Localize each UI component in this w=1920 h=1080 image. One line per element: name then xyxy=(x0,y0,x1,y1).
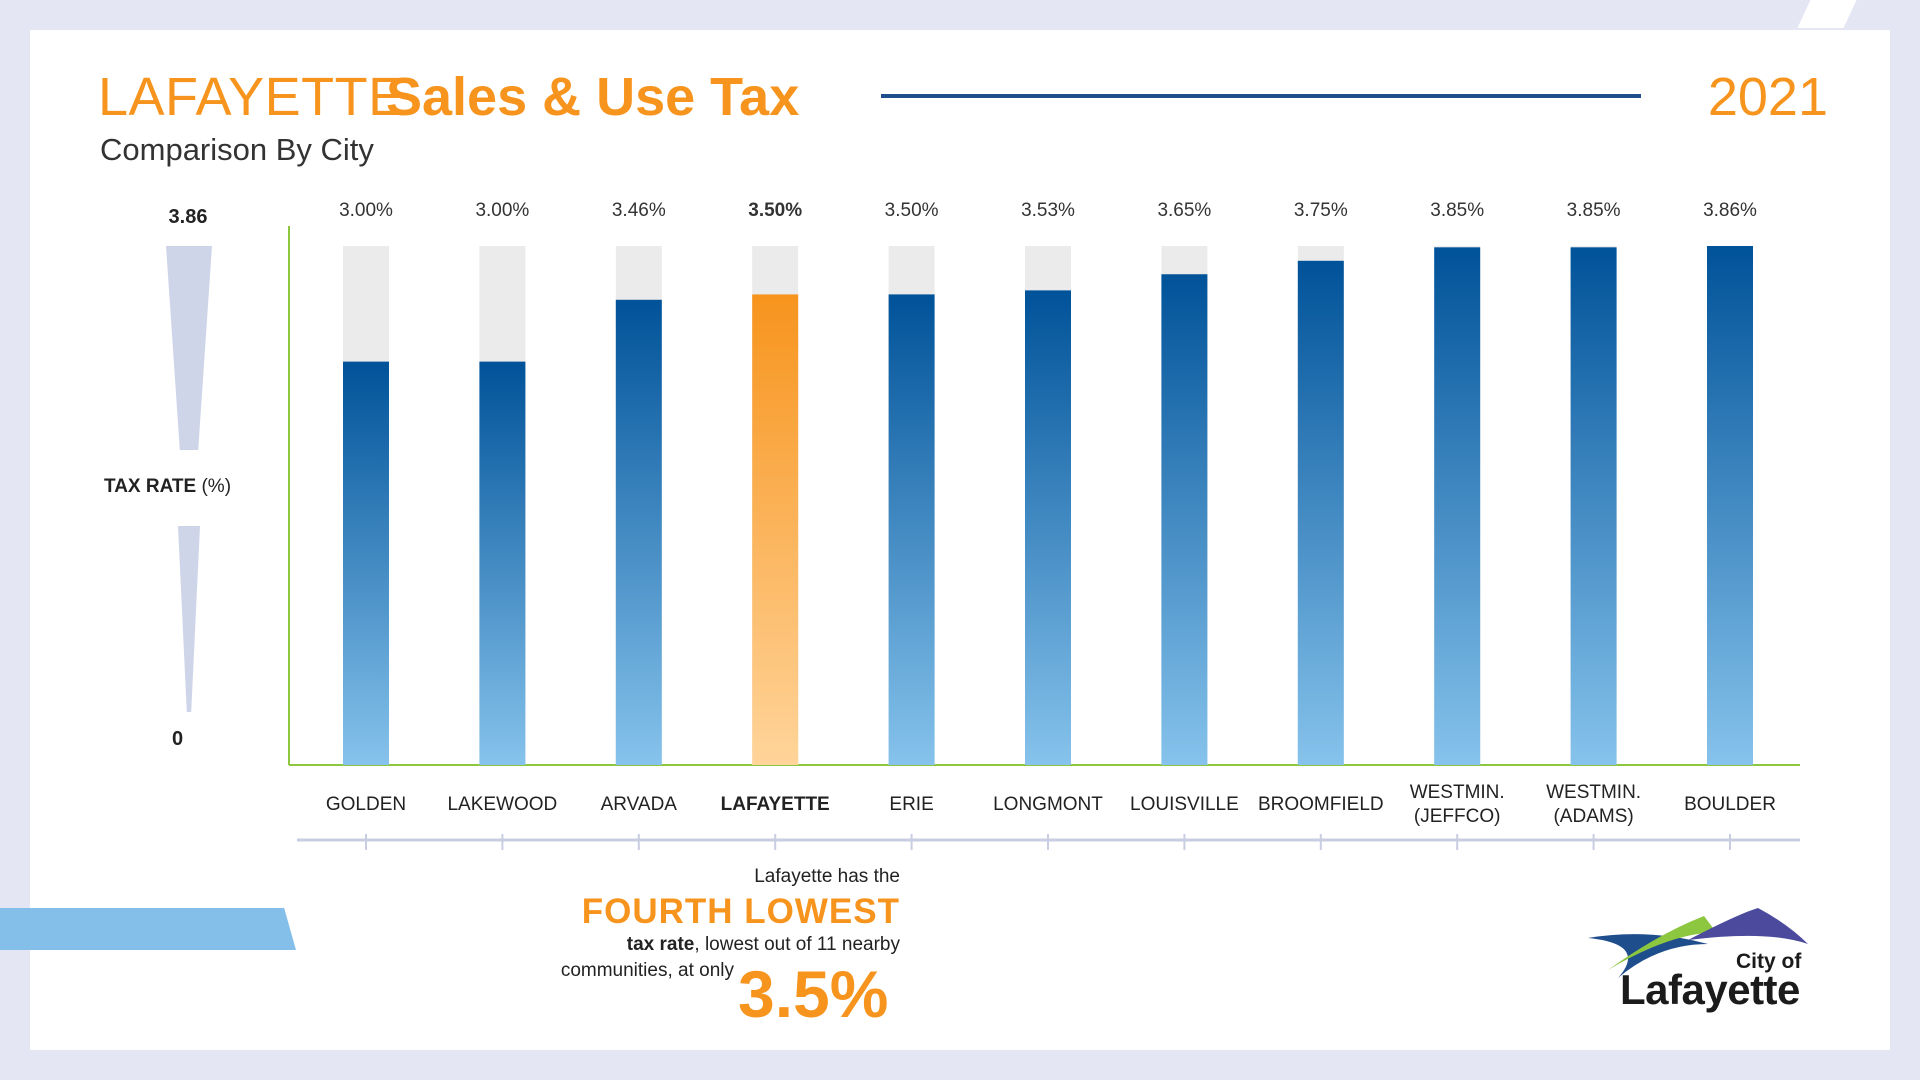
category-label: GOLDEN xyxy=(326,794,406,815)
category-label: (JEFFCO) xyxy=(1414,806,1501,827)
title-main: Sales & Use Tax xyxy=(386,67,800,127)
logo-line1: City of xyxy=(1736,950,1802,973)
bar xyxy=(1161,274,1208,765)
category-label: LOUISVILLE xyxy=(1130,794,1239,815)
category-label: ARVADA xyxy=(601,794,678,815)
bar xyxy=(1297,260,1344,765)
bar-highlight xyxy=(752,294,799,765)
y-axis-title-bold: TAX RATE xyxy=(104,476,197,497)
bar-value-label: 3.85% xyxy=(1430,200,1484,221)
callout-line4: communities, at only xyxy=(560,960,734,981)
y-axis-min-label: 0 xyxy=(172,728,184,750)
header: LAFAYETTE Sales & Use Tax 2021 xyxy=(98,66,1828,130)
subtitle: Comparison By City xyxy=(100,132,374,167)
y-axis-max-label: 3.86 xyxy=(168,206,208,228)
bar xyxy=(479,361,526,765)
bar-value-label: 3.50% xyxy=(885,200,939,221)
bar-value-label: 3.50% xyxy=(748,200,802,221)
category-label: ERIE xyxy=(889,794,933,815)
category-label: LAFAYETTE xyxy=(721,794,830,815)
decorative-stripe xyxy=(0,908,296,950)
title-year: 2021 xyxy=(1707,67,1828,127)
bar xyxy=(343,361,389,765)
bar xyxy=(888,294,935,765)
callout-line3-rest: , lowest out of 11 nearby xyxy=(694,934,900,955)
callout-headline: FOURTH LOWEST xyxy=(581,892,900,931)
logo-swoosh-purple xyxy=(1688,908,1808,944)
y-axis-title: TAX RATE (%) xyxy=(104,476,231,498)
bar-value-label: 3.75% xyxy=(1294,200,1348,221)
bar xyxy=(615,299,662,765)
bar-value-label: 3.00% xyxy=(475,200,529,221)
bar-value-label: 3.86% xyxy=(1703,200,1757,221)
category-label: WESTMIN. xyxy=(1410,782,1505,803)
title-city: LAFAYETTE xyxy=(98,67,405,127)
category-label: BROOMFIELD xyxy=(1258,794,1384,815)
category-label: LONGMONT xyxy=(993,794,1103,815)
bar xyxy=(1025,290,1071,765)
bar-value-label: 3.00% xyxy=(339,200,393,221)
category-label: (ADAMS) xyxy=(1553,806,1633,827)
city-logo-icon xyxy=(1588,908,1808,978)
category-label: LAKEWOOD xyxy=(447,794,557,815)
bar-value-label: 3.53% xyxy=(1021,200,1075,221)
bar xyxy=(1434,247,1481,766)
callout: Lafayette has the FOURTH LOWEST tax rate… xyxy=(440,866,900,956)
bar-value-label: 3.65% xyxy=(1157,200,1211,221)
callout-line3: tax rate, lowest out of 11 nearby xyxy=(440,934,900,956)
bar-value-label: 3.46% xyxy=(612,200,666,221)
title-rule xyxy=(881,94,1641,98)
category-label: WESTMIN. xyxy=(1546,782,1641,803)
callout-line1: Lafayette has the xyxy=(754,866,900,887)
logo-line2: Lafayette xyxy=(1620,966,1800,1013)
y-axis-title-unit: (%) xyxy=(201,476,232,497)
callout-percentage: 3.5% xyxy=(738,957,889,1031)
bar xyxy=(1570,247,1617,766)
logo-swoosh-green xyxy=(1608,916,1716,970)
bar xyxy=(1707,246,1753,765)
bar-value-label: 3.85% xyxy=(1567,200,1621,221)
category-label: BOULDER xyxy=(1684,794,1776,815)
logo-swoosh-blue xyxy=(1588,934,1708,978)
callout-line3-bold: tax rate xyxy=(626,934,695,955)
